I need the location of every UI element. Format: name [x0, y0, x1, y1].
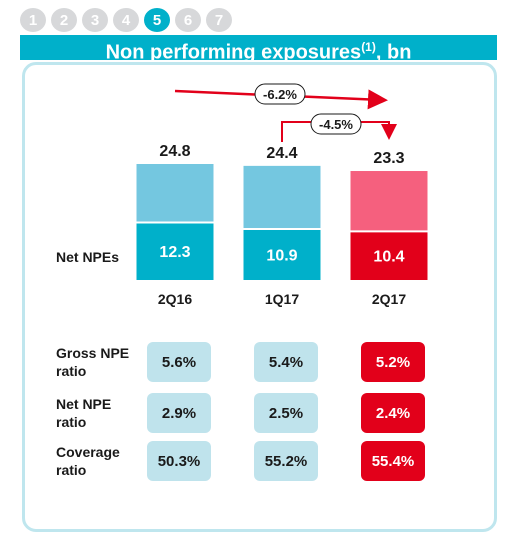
change-badge-2q16 [254, 83, 306, 105]
step-3[interactable]: 3 [82, 8, 108, 32]
net-value-label: 10.4 [373, 249, 404, 266]
step-4[interactable]: 4 [113, 8, 139, 32]
npe-bar-chart: 12.3 24.8 2Q16 10.9 24.4 1Q17 10.4 23.3 2Q17 Net … [56, 83, 428, 307]
bar-gross-1Q17 [243, 165, 321, 230]
ratio-value-cell: 55.4% [361, 441, 425, 481]
ratio-value-cell: 2.4% [361, 393, 425, 433]
title-text: Non performing exposures [105, 41, 362, 64]
title-footnote: (1) [361, 40, 376, 54]
ratio-label-line: ratio [56, 462, 87, 478]
category-label: 2Q17 [372, 291, 406, 307]
bar-gross-2Q16 [136, 164, 214, 223]
ratio-row-label: Coverage ratio [56, 443, 120, 479]
bar-net-2Q16 [136, 222, 214, 280]
ratio-label-line: Coverage [56, 444, 120, 460]
page-title: Non performing exposures(1), bn [20, 35, 497, 64]
change-badge-1q17 [310, 113, 362, 135]
ratio-value-cell: 55.2% [254, 441, 318, 481]
net-value-label: 12.3 [159, 244, 190, 261]
bar-net-2Q17 [350, 231, 428, 280]
step-1[interactable]: 1 [20, 8, 46, 32]
title-unit: , bn [375, 41, 412, 64]
ratio-value-cell: 2.5% [254, 393, 318, 433]
bar-gross-2Q17 [350, 171, 428, 232]
step-6[interactable]: 6 [175, 8, 201, 32]
ratio-row-label: Net NPE ratio [56, 395, 111, 431]
content-panel [22, 62, 497, 532]
ratio-label-line: Net NPE [56, 396, 112, 412]
ratio-value-cell: 5.6% [147, 342, 211, 382]
total-value-label: 24.4 [266, 145, 297, 162]
ratio-label-line: Gross NPE [56, 345, 130, 361]
total-value-label: 24.8 [159, 143, 190, 160]
step-5[interactable]: 5 [144, 8, 170, 32]
change-label-2q16: -6.2% [263, 87, 297, 102]
ratio-label-line: ratio [56, 414, 87, 430]
bar-net-1Q17 [243, 229, 321, 280]
category-label: 1Q17 [265, 291, 299, 307]
ratio-label-line: ratio [56, 363, 87, 379]
series-label-net-npes: Net NPEs [56, 249, 119, 265]
ratio-value-cell: 50.3% [147, 441, 211, 481]
ratio-value-cell: 2.9% [147, 393, 211, 433]
step-7[interactable]: 7 [206, 8, 232, 32]
total-value-label: 23.3 [373, 150, 404, 167]
ratio-row-label: Gross NPE ratio [56, 344, 129, 380]
ratio-value-cell: 5.4% [254, 342, 318, 382]
step-2[interactable]: 2 [51, 8, 77, 32]
net-value-label: 10.9 [266, 248, 297, 265]
category-label: 2Q16 [158, 291, 192, 307]
ratio-value-cell: 5.2% [361, 342, 425, 382]
change-label-1q17: -4.5% [319, 117, 353, 132]
